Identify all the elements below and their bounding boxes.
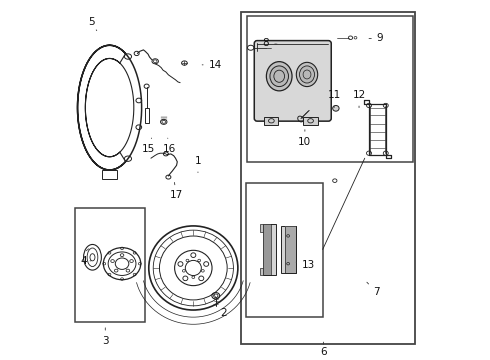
Bar (303, 117, 318, 125)
Text: 10: 10 (298, 130, 312, 147)
Text: 14: 14 (202, 60, 222, 70)
Text: 8: 8 (263, 39, 277, 49)
Bar (260, 225, 263, 231)
Text: 6: 6 (320, 342, 327, 357)
Text: 13: 13 (296, 260, 315, 270)
Bar (285, 226, 295, 273)
Ellipse shape (270, 66, 289, 87)
Text: 7: 7 (367, 282, 380, 297)
Text: 15: 15 (142, 138, 155, 154)
Bar (281, 226, 295, 273)
Bar (145, 108, 149, 122)
Ellipse shape (267, 62, 292, 91)
Ellipse shape (333, 105, 339, 111)
Ellipse shape (299, 66, 315, 83)
Bar (285, 226, 295, 273)
Text: 5: 5 (88, 17, 97, 31)
Text: 3: 3 (102, 328, 109, 346)
Text: 4: 4 (81, 256, 91, 266)
Bar (102, 170, 117, 179)
Bar (263, 224, 276, 275)
Text: 9: 9 (369, 33, 384, 44)
Bar (247, 16, 413, 162)
Text: 17: 17 (170, 183, 183, 200)
Bar (242, 12, 416, 343)
Text: 16: 16 (163, 138, 176, 154)
Bar (74, 208, 145, 322)
Bar (263, 224, 271, 275)
FancyBboxPatch shape (254, 41, 331, 121)
Bar (245, 183, 323, 317)
Text: 1: 1 (195, 156, 201, 172)
Bar (260, 268, 263, 275)
Bar (264, 117, 278, 125)
Ellipse shape (296, 62, 318, 87)
Text: 2: 2 (214, 304, 227, 318)
Text: 12: 12 (352, 90, 366, 108)
Bar (263, 224, 271, 275)
Text: 11: 11 (327, 90, 341, 108)
